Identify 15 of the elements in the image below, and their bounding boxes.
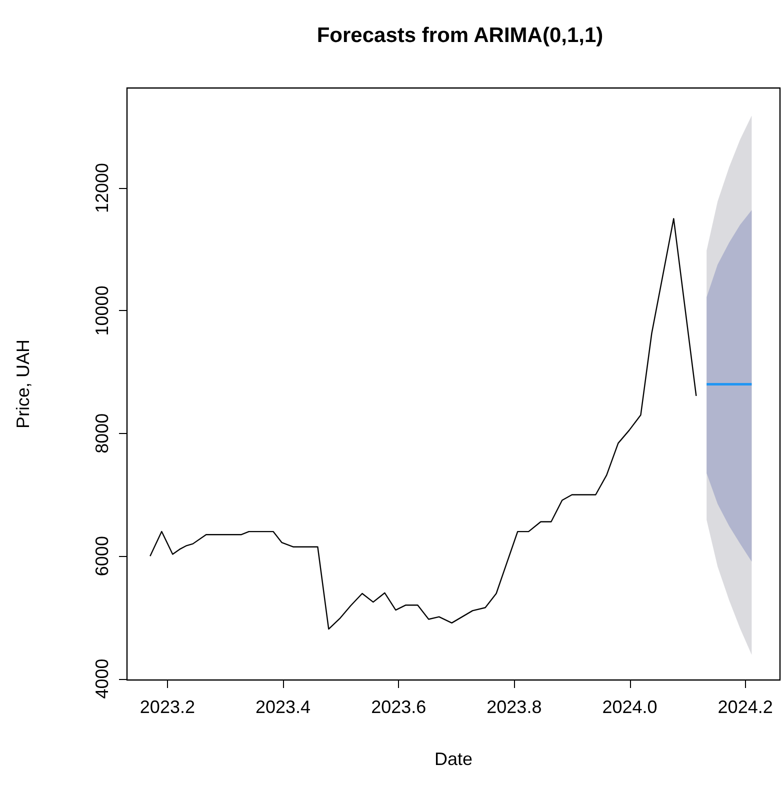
y-tick-label: 6000	[92, 536, 112, 576]
line-series	[150, 218, 697, 630]
x-tick-label: 2023.2	[140, 697, 195, 717]
x-tick-label: 2023.6	[371, 697, 426, 717]
chart-title: Forecasts from ARIMA(0,1,1)	[316, 24, 604, 47]
y-tick-label: 4000	[92, 658, 112, 699]
y-axis-title: Price, UAH	[13, 339, 33, 429]
x-tick-label: 2023.4	[255, 697, 311, 717]
x-tick-label: 2024.2	[718, 697, 773, 717]
x-axis-title: Date	[434, 749, 473, 769]
x-tick-label: 2024.0	[602, 697, 658, 717]
x-tick-label: 2023.8	[486, 697, 542, 717]
y-tick-label: 8000	[92, 413, 112, 454]
y-tick-label: 10000	[92, 286, 112, 336]
y-tick-label: 12000	[92, 162, 112, 214]
